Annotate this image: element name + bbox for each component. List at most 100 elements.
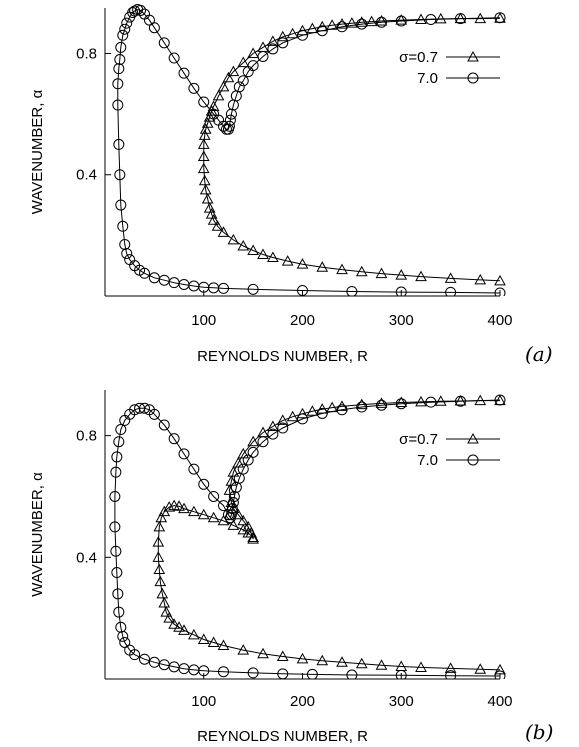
circle-marker [455,13,466,25]
triangle-marker [211,220,224,231]
y-tick-label: 0.4 [76,549,97,566]
triangle-marker [355,16,368,27]
triangle-marker [155,511,168,523]
triangle-marker [199,183,212,195]
circle-marker [113,138,125,150]
triangle-marker [198,129,211,140]
circle-marker [237,75,249,87]
triangle-marker [434,12,447,24]
circle-marker [114,54,126,66]
triangle-marker [222,71,235,83]
circle-marker [188,82,200,94]
circle-marker [226,503,238,515]
triangle-marker [415,13,427,25]
triangle-marker [316,261,329,272]
circle-marker [121,17,133,29]
x-tick-label: 100 [191,312,216,329]
circle-marker [115,41,127,53]
triangle-marker [237,56,250,68]
circle-marker [336,21,348,33]
legend-triangle-marker [467,50,479,62]
triangle-marker [336,18,348,29]
circle-marker [237,463,249,475]
circle-marker [494,394,506,406]
triangle-marker [197,508,210,520]
circle-marker [425,14,437,26]
circle-marker [297,29,308,41]
triangle-marker [434,395,447,406]
y-tick-label: 0.8 [76,45,97,62]
circle-marker [257,436,269,448]
circle-marker [114,169,126,181]
chart-panel-a: 100 200 300 400 0.4 0.8 REYNOLDS NUMBER, R WAVE… [29,4,553,366]
triangle-marker [247,47,259,58]
circle-marker [277,422,289,434]
triangle-marker [227,519,240,530]
legend-triangle-marker [467,432,479,444]
triangle-marker [474,663,487,674]
triangle-marker [178,502,190,514]
circle-marker [297,285,308,296]
circle-marker [494,12,506,24]
circle-marker [257,51,269,63]
triangle-marker [197,162,210,174]
x-tick-label: 200 [290,693,315,710]
circle-marker [198,96,210,108]
circle-marker [425,396,437,408]
legend-label: σ=0.7 [399,431,438,448]
triangle-marker [207,511,220,523]
circle-marker [112,78,124,90]
circle-marker [316,407,328,419]
circle-marker [306,668,318,679]
x-axis-label: REYNOLDS NUMBER, R [197,348,368,365]
triangle-marker [158,596,171,608]
triangle-marker [160,606,173,617]
triangle-marker [201,117,214,128]
circle-marker [115,424,127,436]
circle-marker [224,114,236,126]
circle-marker [112,99,124,111]
triangle-marker [227,233,240,245]
x-tick-label: 200 [290,312,315,329]
circle-marker [115,621,127,633]
triangle-marker [201,192,214,204]
triangle-marker [237,514,250,526]
triangle-marker [217,226,230,237]
triangle-marker [454,394,467,406]
circle-marker [233,81,245,93]
legend-circle-marker [467,454,479,466]
circle-marker [117,220,129,232]
x-tick-label: 300 [389,693,414,710]
triangle-marker [375,397,388,408]
triangle-marker [494,663,506,675]
triangle-marker [306,405,319,416]
triangle-marker [395,396,408,407]
triangle-marker [276,414,289,425]
triangle-marker [168,618,180,629]
triangle-marker [156,587,169,599]
series-sigma-7-0 [109,394,506,679]
triangle-marker [474,273,487,285]
circle-marker [139,653,150,665]
triangle-marker [257,647,269,659]
triangle-marker [296,407,309,419]
circle-marker [494,670,506,679]
triangle-marker [415,270,427,282]
triangle-marker [395,269,408,280]
circle-marker [139,402,150,414]
circle-marker [178,67,190,79]
triangle-marker [197,633,210,644]
circle-marker [124,254,136,266]
triangle-marker [415,395,427,407]
circle-marker [336,404,348,416]
circle-marker [158,419,170,431]
triangle-marker [494,274,506,286]
triangle-marker [247,244,259,256]
triangle-marker [217,639,230,651]
series-sigma-0-7 [197,12,506,286]
circle-marker [233,472,245,484]
circle-marker [115,199,127,211]
triangle-marker [152,551,165,562]
series-line [114,399,501,677]
